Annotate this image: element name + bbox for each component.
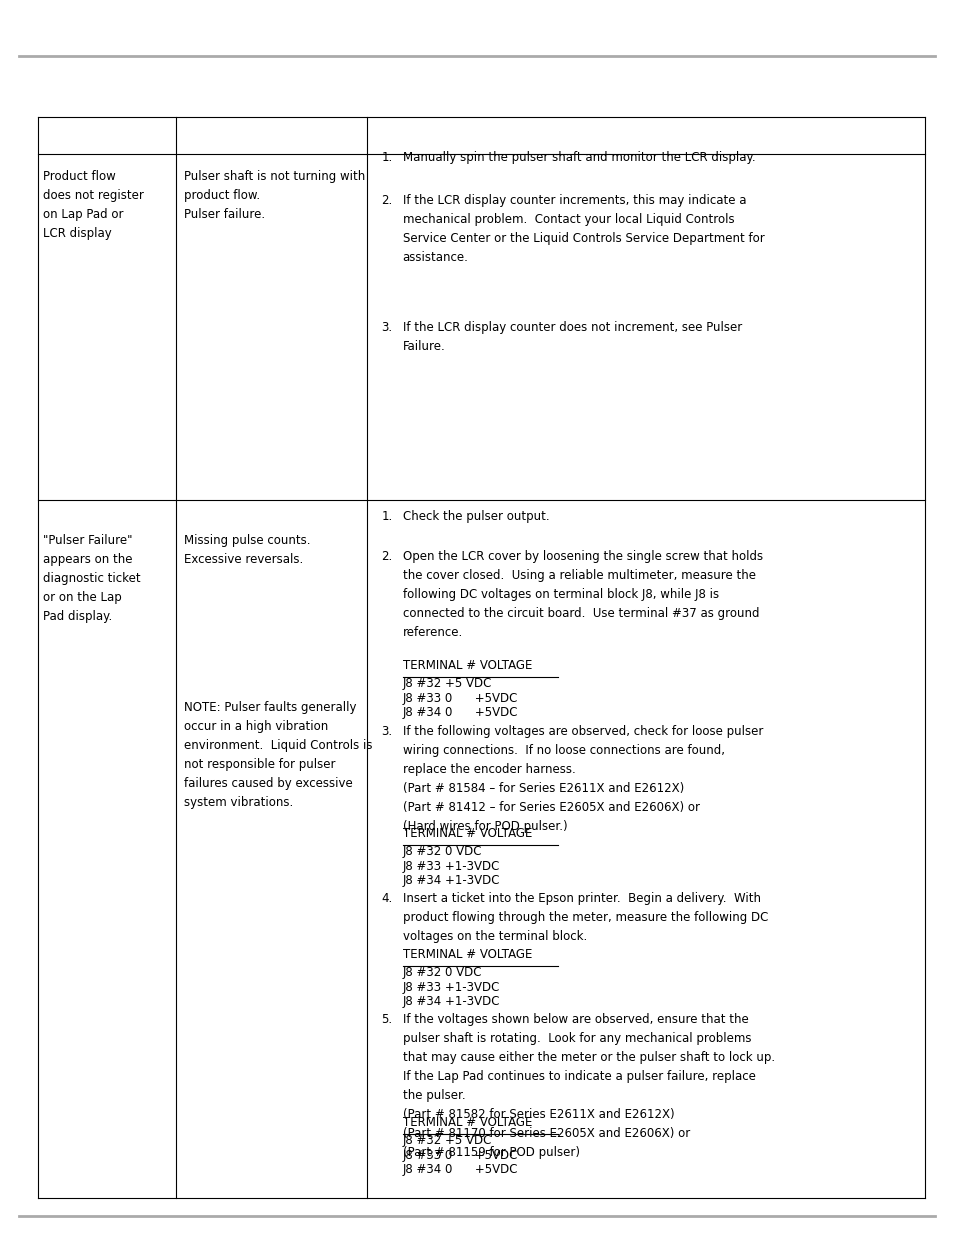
Text: If the LCR display counter does not increment, see Pulser
Failure.: If the LCR display counter does not incr… [402,321,741,353]
Text: J8 #32 +5 VDC: J8 #32 +5 VDC [402,1134,492,1147]
Text: Pulser shaft is not turning with
product flow.
Pulser failure.: Pulser shaft is not turning with product… [184,170,365,221]
Text: Manually spin the pulser shaft and monitor the LCR display.: Manually spin the pulser shaft and monit… [402,151,755,164]
Text: "Pulser Failure"
appears on the
diagnostic ticket
or on the Lap
Pad display.: "Pulser Failure" appears on the diagnost… [43,534,140,622]
Text: NOTE: Pulser faults generally
occur in a high vibration
environment.  Liquid Con: NOTE: Pulser faults generally occur in a… [184,701,373,809]
Text: J8 #34 +1-3VDC: J8 #34 +1-3VDC [402,874,499,888]
Text: Check the pulser output.: Check the pulser output. [402,510,549,524]
Text: J8 #33 0      +5VDC: J8 #33 0 +5VDC [402,692,517,705]
Text: J8 #34 +1-3VDC: J8 #34 +1-3VDC [402,995,499,1009]
Text: 2.: 2. [381,194,393,207]
Text: J8 #33 0      +5VDC: J8 #33 0 +5VDC [402,1149,517,1162]
Text: 5.: 5. [381,1013,393,1026]
Text: TERMINAL # VOLTAGE: TERMINAL # VOLTAGE [402,827,532,841]
Text: 3.: 3. [381,725,393,739]
Text: Product flow
does not register
on Lap Pad or
LCR display: Product flow does not register on Lap Pa… [43,170,144,241]
Text: J8 #32 0 VDC: J8 #32 0 VDC [402,966,481,979]
Text: Missing pulse counts.
Excessive reversals.: Missing pulse counts. Excessive reversal… [184,534,311,566]
Text: 4.: 4. [381,892,393,905]
Text: J8 #33 +1-3VDC: J8 #33 +1-3VDC [402,860,499,873]
Text: If the voltages shown below are observed, ensure that the
pulser shaft is rotati: If the voltages shown below are observed… [402,1013,774,1158]
Text: Insert a ticket into the Epson printer.  Begin a delivery.  With
product flowing: Insert a ticket into the Epson printer. … [402,892,767,942]
Text: 2.: 2. [381,550,393,563]
Text: Open the LCR cover by loosening the single screw that holds
the cover closed.  U: Open the LCR cover by loosening the sing… [402,550,761,638]
Text: If the LCR display counter increments, this may indicate a
mechanical problem.  : If the LCR display counter increments, t… [402,194,763,264]
Text: If the following voltages are observed, check for loose pulser
wiring connection: If the following voltages are observed, … [402,725,762,832]
Text: TERMINAL # VOLTAGE: TERMINAL # VOLTAGE [402,659,532,673]
Text: 3.: 3. [381,321,393,335]
Text: TERMINAL # VOLTAGE: TERMINAL # VOLTAGE [402,948,532,962]
Text: 1.: 1. [381,510,393,524]
Text: J8 #32 +5 VDC: J8 #32 +5 VDC [402,677,492,690]
Text: TERMINAL # VOLTAGE: TERMINAL # VOLTAGE [402,1116,532,1130]
Text: J8 #34 0      +5VDC: J8 #34 0 +5VDC [402,1163,517,1177]
Text: J8 #34 0      +5VDC: J8 #34 0 +5VDC [402,706,517,720]
Text: J8 #33 +1-3VDC: J8 #33 +1-3VDC [402,981,499,994]
Text: J8 #32 0 VDC: J8 #32 0 VDC [402,845,481,858]
Text: 1.: 1. [381,151,393,164]
